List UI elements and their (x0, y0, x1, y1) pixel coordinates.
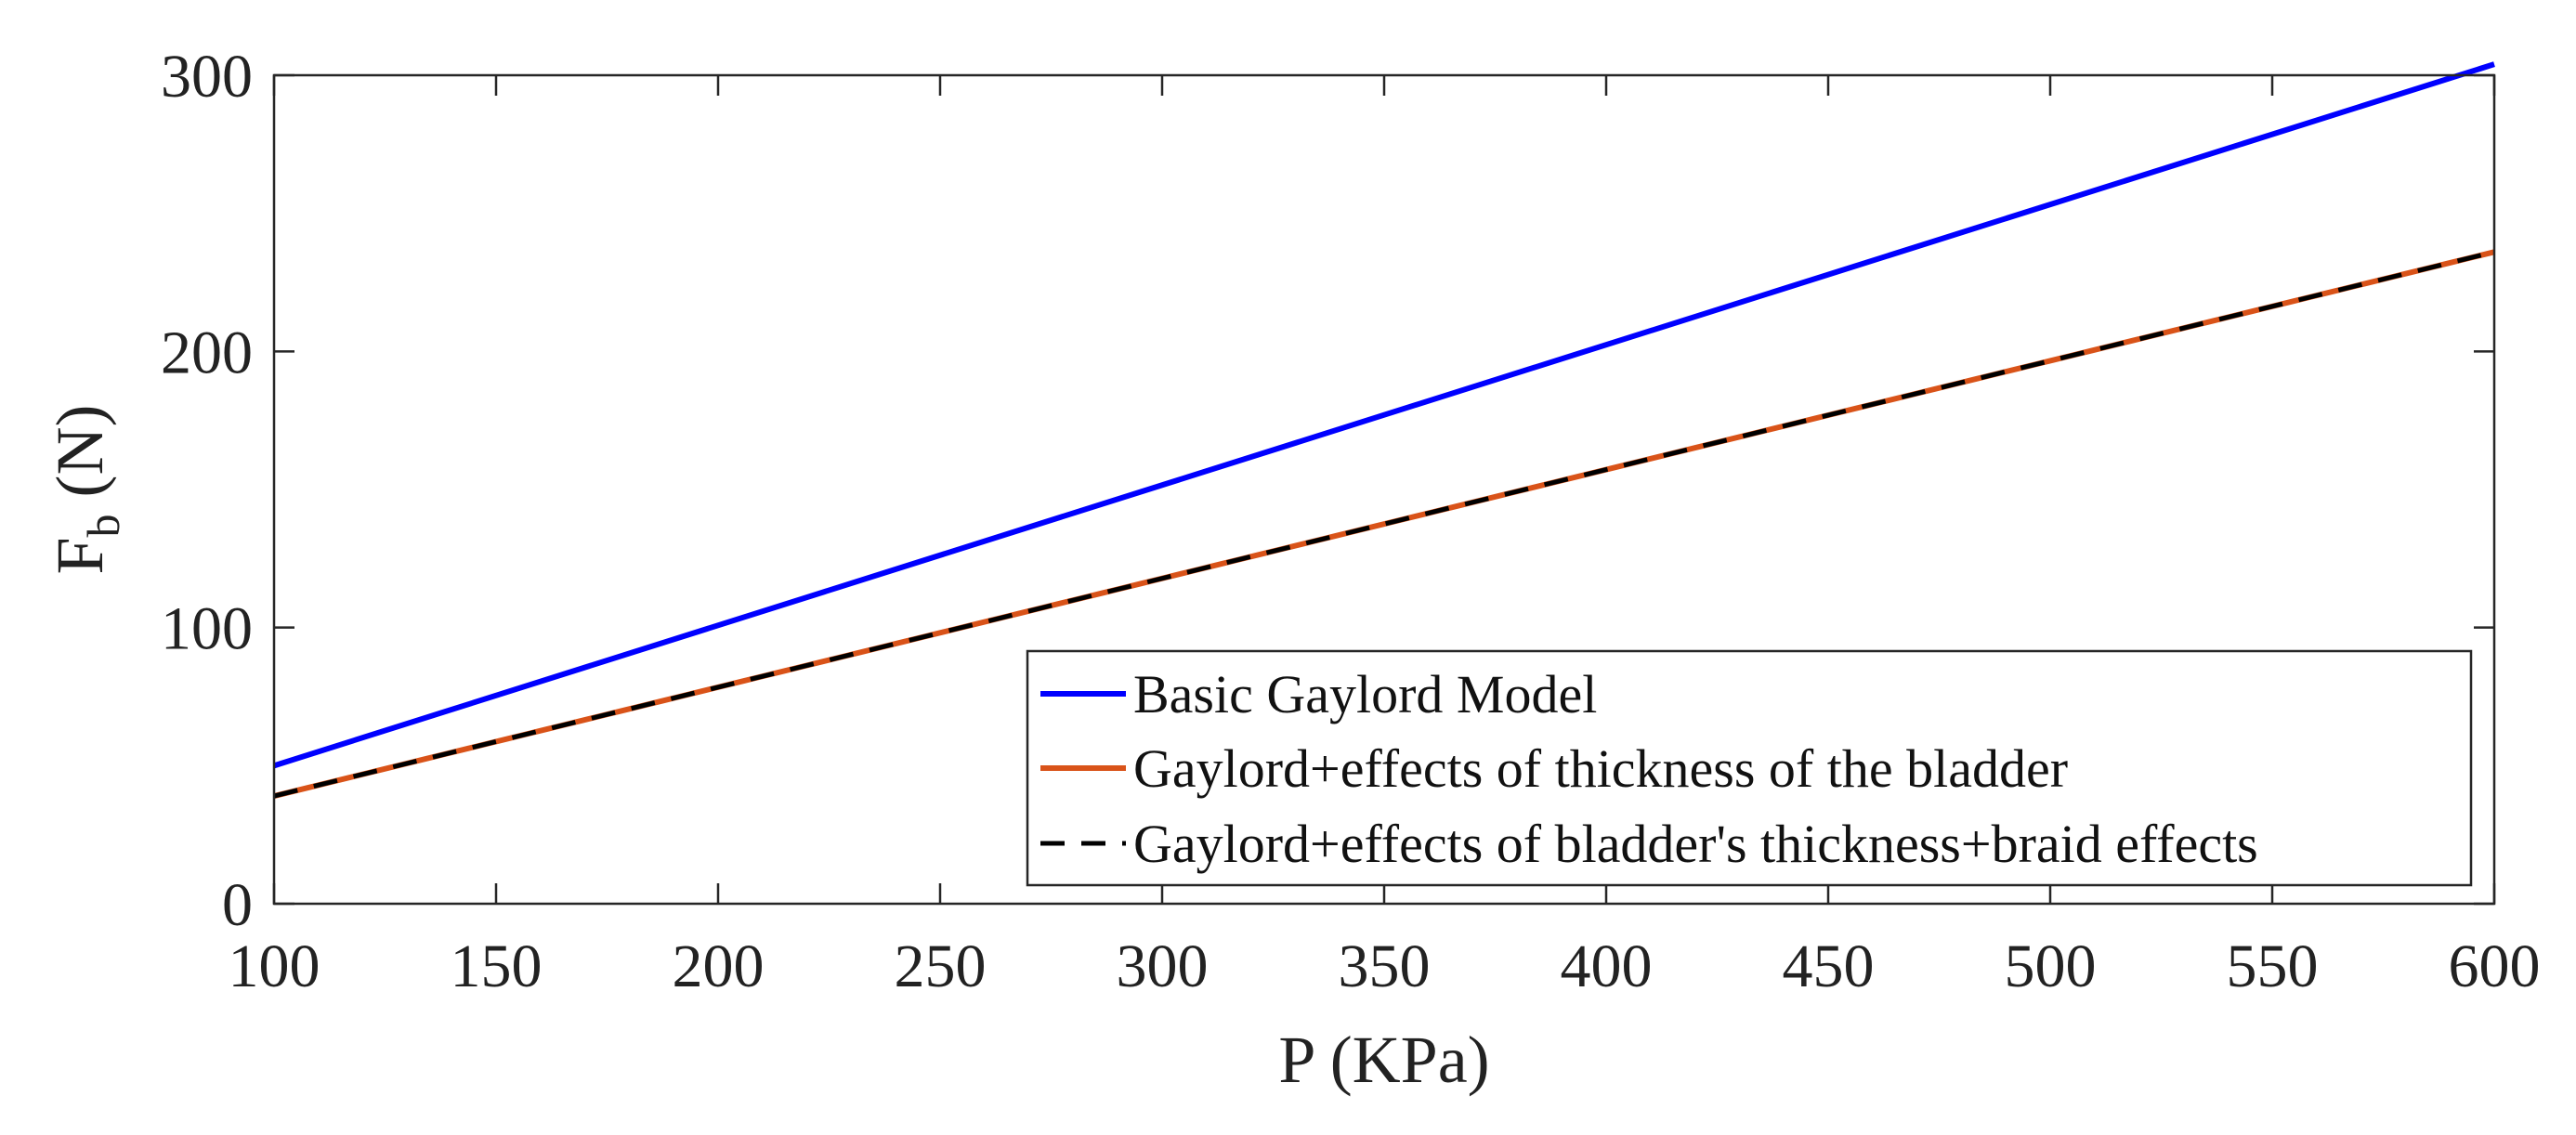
y-tick-label-100: 100 (161, 595, 253, 663)
legend: Basic Gaylord Model Gaylord+effects of t… (1026, 649, 2473, 887)
legend-box (1026, 649, 2473, 887)
y-axis-title-symbol: F (43, 537, 117, 574)
y-axis-title-unit: (N) (43, 405, 117, 498)
x-tick-label-250: 250 (895, 933, 987, 1000)
y-tick-label-200: 200 (161, 319, 253, 386)
legend-label-basic-gaylord: Basic Gaylord Model (1133, 664, 1597, 724)
series-line-basic-gaylord (273, 61, 2495, 769)
plot-area-frame (272, 73, 2496, 906)
x-tick-label-400: 400 (1561, 933, 1653, 1000)
x-tick-label-100: 100 (229, 933, 320, 1000)
x-tick-label-600: 600 (2449, 933, 2541, 1000)
legend-label-gaylord-thickness-braid: Gaylord+effects of bladder's thickness+b… (1133, 814, 2258, 874)
svg-text:Fb(N): Fb (N) (43, 405, 129, 575)
x-tick-label-150: 150 (451, 933, 543, 1000)
axis-tick-labels: 100 150 200 250 300 350 400 450 500 550 6000100200… (161, 43, 2541, 1000)
y-tick-label-0: 0 (222, 871, 253, 939)
x-tick-label-300: 300 (1117, 933, 1209, 1000)
x-tick-label-200: 200 (673, 933, 765, 1000)
series-line-gaylord-thickness-braid (273, 249, 2495, 799)
plot-lines (273, 61, 2495, 799)
x-tick-label-550: 550 (2227, 933, 2319, 1000)
x-tick-label-450: 450 (1783, 933, 1875, 1000)
y-axis-title: Fb (N) (43, 405, 129, 575)
x-tick-label-500: 500 (2005, 933, 2097, 1000)
y-tick-label-300: 300 (161, 43, 253, 111)
legend-label-gaylord-thickness: Gaylord+effects of thickness of the blad… (1133, 738, 2068, 799)
x-tick-label-350: 350 (1339, 933, 1431, 1000)
y-axis-title-subscript: b (77, 514, 129, 537)
x-axis-title: P (KPa) (1278, 1023, 1489, 1097)
